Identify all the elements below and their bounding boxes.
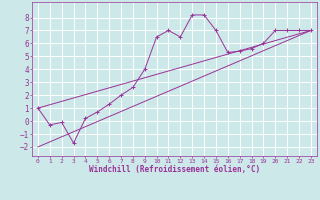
X-axis label: Windchill (Refroidissement éolien,°C): Windchill (Refroidissement éolien,°C) bbox=[89, 165, 260, 174]
